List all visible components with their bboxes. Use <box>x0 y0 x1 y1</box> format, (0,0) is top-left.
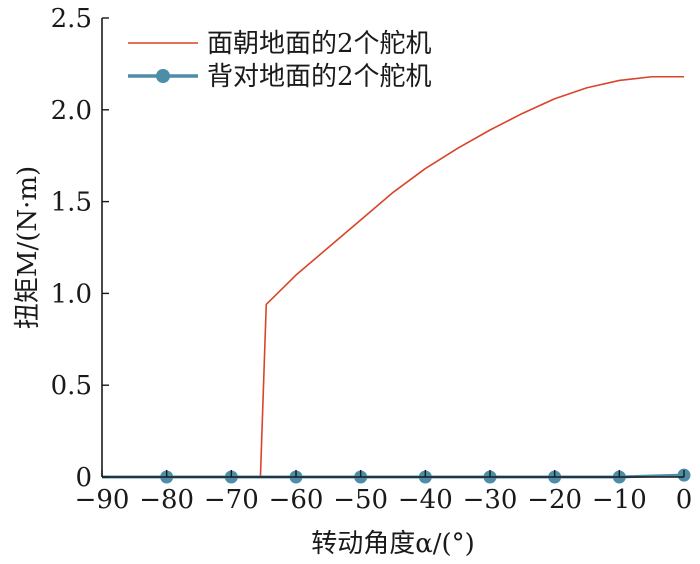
x-tick-label: −50 <box>333 485 388 515</box>
x-tick-label: −30 <box>463 485 518 515</box>
x-tick-label: −60 <box>269 485 324 515</box>
series-line-1 <box>102 75 684 478</box>
y-axis-label: 扭矩M/(N·m) <box>13 166 43 329</box>
legend-label-1: 面朝地面的2个舵机 <box>207 29 432 59</box>
y-tick-label: 0.5 <box>51 371 92 401</box>
x-tick-label: −80 <box>139 485 194 515</box>
plot-area <box>102 75 691 484</box>
x-tick-label: 0 <box>676 485 693 515</box>
y-tick-label: 0 <box>75 463 92 493</box>
y-tick-label: 1.5 <box>51 188 92 218</box>
legend-marker-2 <box>156 69 170 83</box>
legend-label-2: 背对地面的2个舵机 <box>207 62 432 92</box>
axes: 0 0.5 1.0 1.5 2.0 2.5 −90 −80 −70 −60 −50 −40 −30 −20… <box>13 4 692 559</box>
x-tick-label: −10 <box>592 485 647 515</box>
y-tick-label: 1.0 <box>51 279 92 309</box>
y-tick-label: 2.0 <box>51 96 92 126</box>
y-tick-label: 2.5 <box>51 4 92 34</box>
x-tick-label: −90 <box>75 485 130 515</box>
x-tick-label: −20 <box>527 485 582 515</box>
x-axis-label: 转动角度α/(°) <box>311 529 475 559</box>
x-tick-label: −40 <box>398 485 453 515</box>
x-tick-label: −70 <box>204 485 259 515</box>
